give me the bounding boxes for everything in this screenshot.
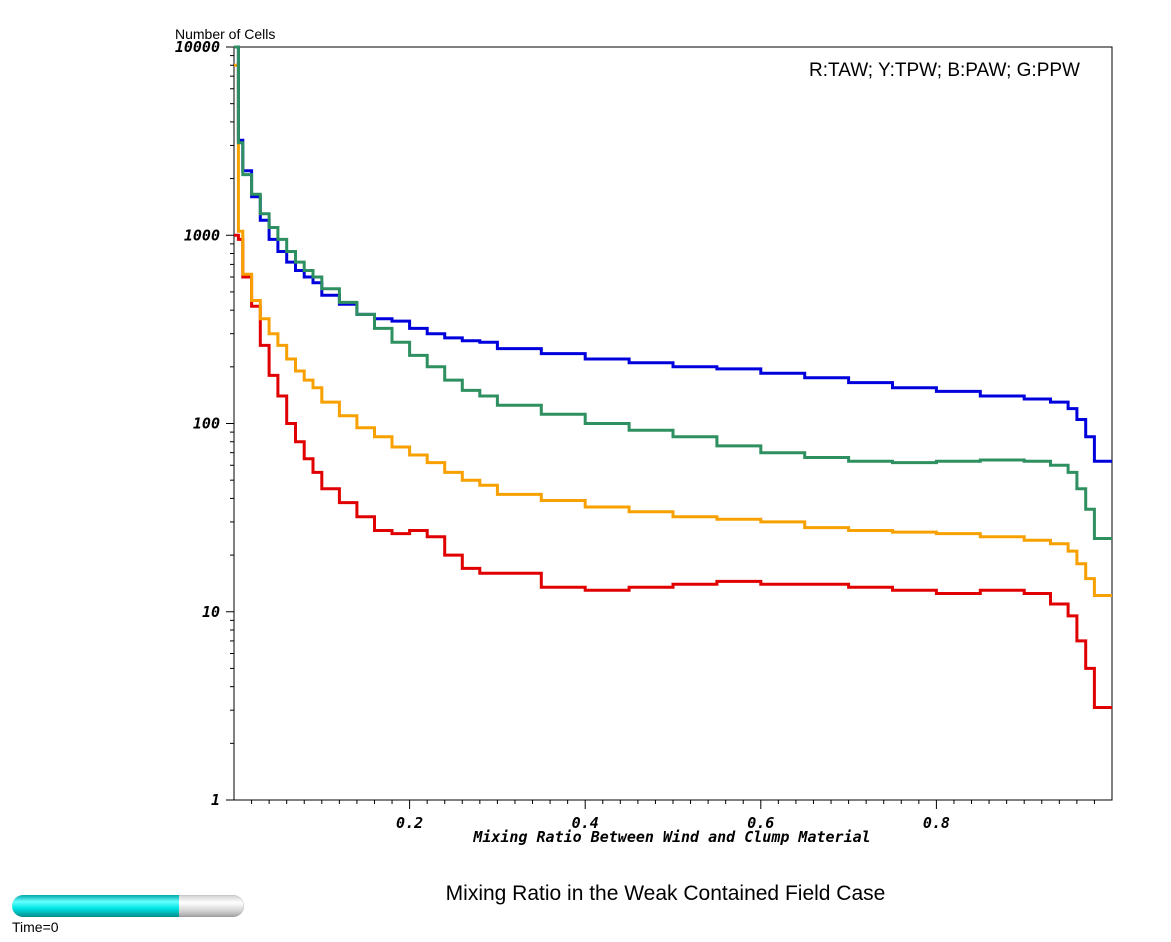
tick-labels: 1 10 100 1000 10000 0.2 0.4 0.6 0.8 <box>175 38 950 832</box>
series-line-red <box>234 233 1112 709</box>
y-tick-label: 1 <box>211 791 220 809</box>
series-line-blue <box>234 45 1112 463</box>
y-tick-label: 10 <box>202 603 220 621</box>
plot-frame <box>233 46 1113 801</box>
time-label: Time=0 <box>12 919 59 935</box>
y-tick-label: 1000 <box>184 226 220 244</box>
time-slider[interactable] <box>12 895 244 917</box>
y-axis-label: Number of Cells <box>175 26 275 42</box>
x-tick-label: 0.6 <box>747 814 774 832</box>
time-slider-fill <box>12 895 180 917</box>
chart-title: Mixing Ratio in the Weak Contained Field… <box>445 882 886 905</box>
x-axis-label: Mixing Ratio Between Wind and Clump Mate… <box>472 828 870 846</box>
series-lines <box>234 45 1112 709</box>
series-line-yellow <box>234 63 1112 597</box>
chart-svg: 1 10 100 1000 10000 0.2 0.4 0.6 0.8 Number of Ce… <box>175 26 1113 846</box>
y-tick-label: 10000 <box>175 38 220 56</box>
axis-ticks <box>226 46 1095 809</box>
x-tick-label: 0.8 <box>923 814 950 832</box>
x-tick-label: 0.2 <box>396 814 423 832</box>
series-line-green <box>234 45 1112 540</box>
legend-text: R:TAW; Y:TPW; B:PAW; G:PPW <box>809 60 1080 81</box>
x-tick-label: 0.4 <box>572 814 599 832</box>
y-tick-label: 100 <box>193 415 220 433</box>
